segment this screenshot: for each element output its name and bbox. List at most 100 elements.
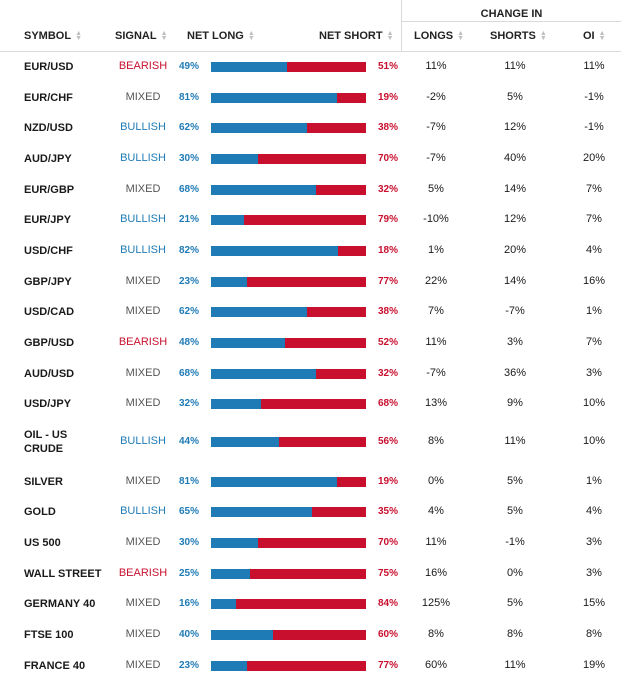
sentiment-bar — [211, 185, 366, 195]
symbol-line-2: CRUDE — [24, 443, 64, 455]
net-short-value: 38% — [377, 122, 398, 133]
signal-cell: BULLISH — [120, 435, 166, 447]
sentiment-bar — [211, 437, 366, 447]
sort-shorts-button[interactable]: SHORTS ▲ ▼ — [490, 30, 547, 42]
symbol-header-label: SYMBOL — [24, 30, 72, 42]
symbol-cell: SILVER — [24, 476, 63, 488]
shorts-change-value: 14% — [503, 275, 527, 287]
sort-net-short-button[interactable]: NET SHORT ▲ ▼ — [319, 30, 394, 42]
change-in-divider — [401, 22, 402, 52]
symbol-line-1: OIL - US — [24, 429, 68, 441]
longs-change-value: -7% — [426, 152, 446, 164]
oi-change-value: 8% — [586, 628, 602, 640]
net-short-value: 19% — [377, 92, 398, 103]
shorts-change-value: 8% — [507, 628, 523, 640]
net-long-fill — [211, 399, 261, 409]
symbol-cell: GBP/USD — [24, 337, 75, 349]
net-short-value: 77% — [377, 660, 398, 671]
net-long-value: 65% — [178, 506, 199, 517]
symbol-cell: FRANCE 40 — [24, 660, 86, 672]
oi-change-value: 16% — [582, 275, 606, 287]
sort-net-long-button[interactable]: NET LONG ▲ ▼ — [187, 30, 255, 42]
sentiment-bar — [211, 599, 366, 609]
signal-cell: MIXED — [125, 183, 161, 195]
signal-cell: BEARISH — [118, 336, 168, 348]
longs-change-value: 0% — [428, 475, 444, 487]
net-short-value: 56% — [377, 436, 398, 447]
signal-cell: MIXED — [125, 536, 161, 548]
net-short-value: 70% — [377, 153, 398, 164]
shorts-change-value: 11% — [504, 60, 526, 72]
signal-cell: BULLISH — [120, 505, 166, 517]
net-long-value: 49% — [178, 61, 199, 72]
symbol-cell: EUR/CHF — [24, 92, 73, 104]
net-long-value: 68% — [178, 184, 199, 195]
shorts-header-label: SHORTS — [490, 30, 536, 42]
shorts-change-value: 12% — [503, 121, 527, 133]
oi-change-value: 7% — [586, 183, 602, 195]
oi-change-value: -1% — [584, 121, 604, 133]
oi-change-value: 4% — [586, 244, 602, 256]
sentiment-bar — [211, 246, 366, 256]
shorts-change-value: 3% — [507, 336, 523, 348]
net-long-fill — [211, 437, 280, 447]
sentiment-bar — [211, 661, 366, 671]
longs-change-value: 7% — [428, 305, 444, 317]
sort-longs-button[interactable]: LONGS ▲ ▼ — [414, 30, 464, 42]
shorts-change-value: -7% — [505, 305, 525, 317]
symbol-cell: AUD/USD — [24, 368, 75, 380]
symbol-cell: EUR/JPY — [24, 214, 72, 226]
longs-change-value: -2% — [426, 91, 446, 103]
signal-cell: BEARISH — [118, 567, 168, 579]
sort-oi-button[interactable]: OI ▲ ▼ — [583, 30, 606, 42]
oi-change-value: 11% — [583, 60, 605, 72]
net-long-fill — [211, 307, 308, 317]
symbol-cell: US 500 — [24, 537, 61, 549]
sort-arrows-icon: ▲ ▼ — [539, 30, 547, 43]
net-long-value: 81% — [178, 92, 199, 103]
symbol-cell: EUR/USD — [24, 61, 74, 73]
signal-cell: MIXED — [125, 91, 161, 103]
sort-arrows-icon: ▲ ▼ — [160, 30, 168, 43]
oi-change-value: 7% — [586, 213, 602, 225]
signal-cell: MIXED — [125, 628, 161, 640]
oi-change-value: 15% — [582, 597, 606, 609]
longs-change-value: 13% — [424, 397, 448, 409]
sort-arrows-icon: ▲ ▼ — [457, 30, 465, 43]
symbol-cell: USD/JPY — [24, 398, 72, 410]
net-short-value: 19% — [377, 476, 398, 487]
sort-signal-button[interactable]: SIGNAL ▲ ▼ — [115, 30, 168, 42]
shorts-change-value: 11% — [504, 659, 526, 671]
net-long-fill — [211, 62, 287, 72]
net-long-fill — [211, 185, 317, 195]
symbol-cell: USD/CHF — [24, 245, 73, 257]
net-short-value: 68% — [377, 398, 398, 409]
oi-change-value: 10% — [582, 397, 606, 409]
shorts-change-value: 12% — [503, 213, 527, 225]
signal-cell: MIXED — [125, 305, 161, 317]
net-short-value: 84% — [377, 598, 398, 609]
sort-symbol-button[interactable]: SYMBOL ▲ ▼ — [24, 30, 82, 42]
longs-change-value: -10% — [423, 213, 449, 225]
symbol-cell: GERMANY 40 — [24, 598, 96, 610]
signal-cell: BULLISH — [120, 244, 166, 256]
net-long-fill — [211, 507, 312, 517]
oi-change-value: 1% — [586, 305, 602, 317]
net-long-value: 68% — [178, 368, 199, 379]
longs-change-value: 22% — [424, 275, 448, 287]
net-long-header-label: NET LONG — [187, 30, 244, 42]
net-long-value: 23% — [178, 276, 199, 287]
sentiment-bar — [211, 277, 366, 287]
shorts-change-value: 14% — [503, 183, 527, 195]
shorts-change-value: -1% — [505, 536, 525, 548]
longs-change-value: 8% — [428, 628, 444, 640]
sort-arrows-icon: ▲ ▼ — [386, 30, 394, 43]
net-long-fill — [211, 338, 286, 348]
signal-cell: MIXED — [125, 659, 161, 671]
signal-cell: MIXED — [125, 597, 161, 609]
sentiment-bar — [211, 93, 366, 103]
net-long-value: 32% — [178, 398, 199, 409]
symbol-cell: NZD/USD — [24, 122, 73, 134]
shorts-change-value: 36% — [503, 367, 527, 379]
net-long-fill — [211, 569, 250, 579]
